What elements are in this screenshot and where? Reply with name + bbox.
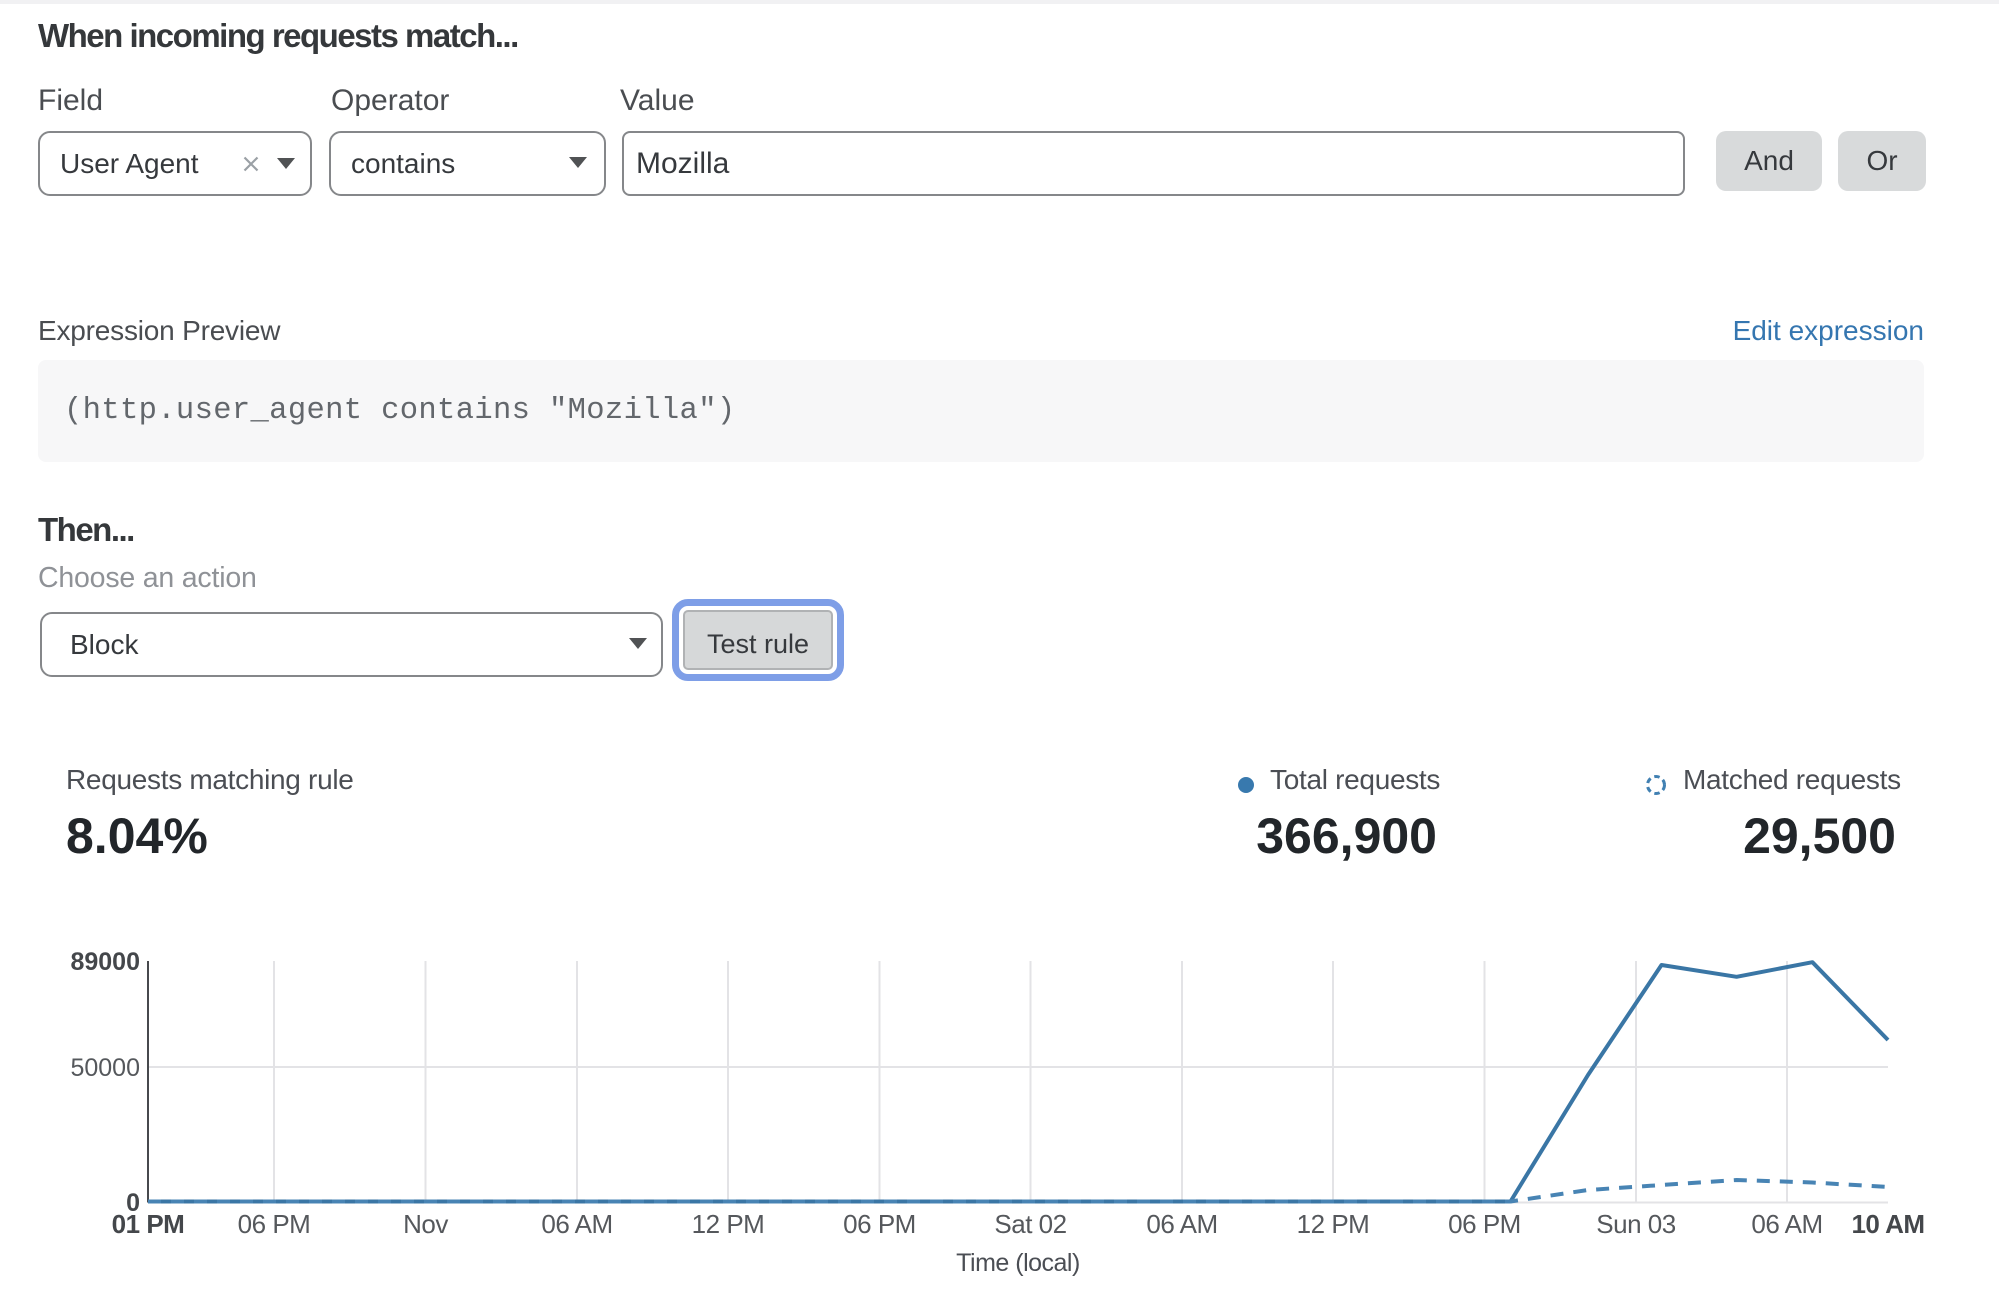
svg-text:Sun 03: Sun 03 <box>1596 1209 1675 1239</box>
svg-text:06 AM: 06 AM <box>1751 1209 1822 1239</box>
svg-text:Nov: Nov <box>403 1209 448 1239</box>
svg-text:0: 0 <box>126 1189 140 1217</box>
svg-text:01 PM: 01 PM <box>112 1209 185 1239</box>
svg-text:50000: 50000 <box>70 1054 140 1082</box>
svg-text:10 AM: 10 AM <box>1851 1209 1924 1239</box>
svg-text:12 PM: 12 PM <box>1297 1209 1370 1239</box>
svg-text:06 AM: 06 AM <box>1146 1209 1217 1239</box>
svg-text:06 PM: 06 PM <box>1448 1209 1521 1239</box>
svg-text:06 AM: 06 AM <box>541 1209 612 1239</box>
svg-text:06 PM: 06 PM <box>238 1209 311 1239</box>
svg-text:Sat 02: Sat 02 <box>994 1209 1066 1239</box>
svg-text:89000: 89000 <box>70 948 140 976</box>
svg-text:06 PM: 06 PM <box>843 1209 916 1239</box>
svg-text:12 PM: 12 PM <box>692 1209 765 1239</box>
svg-text:Time (local): Time (local) <box>956 1249 1080 1277</box>
